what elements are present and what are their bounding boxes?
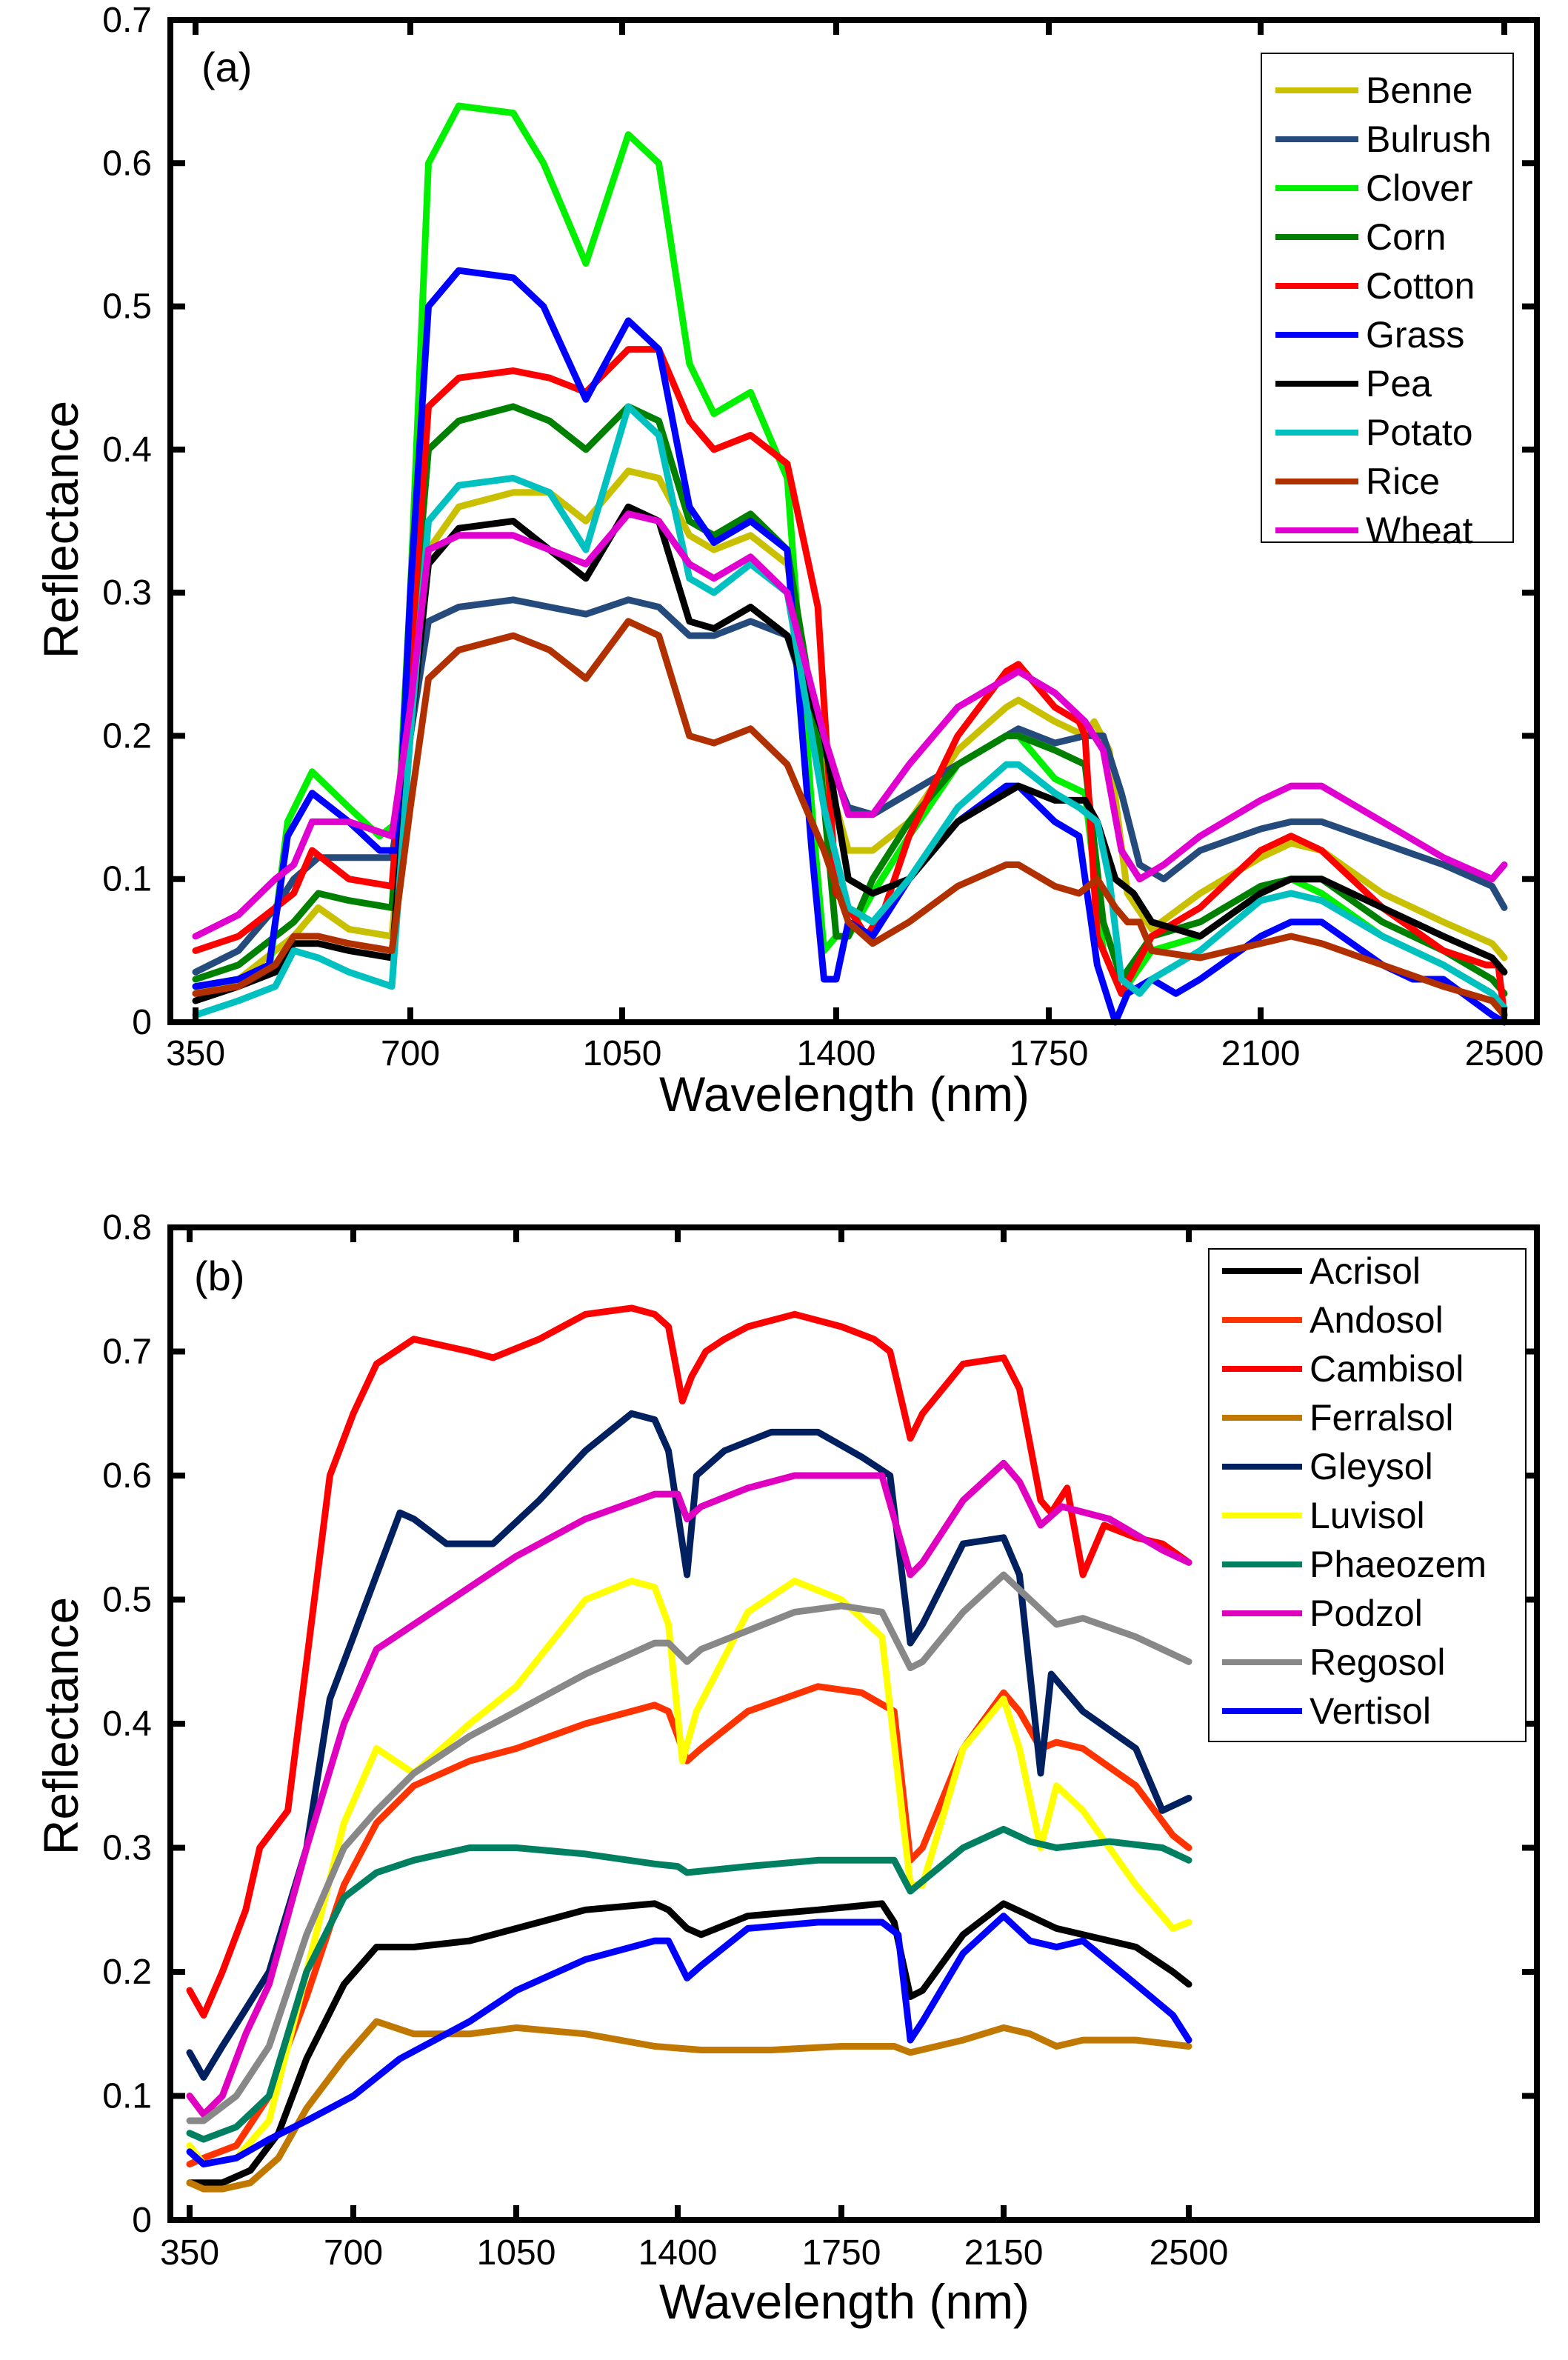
y-tick-label: 0.3 <box>102 1829 152 1868</box>
y-tick-label: 0.1 <box>102 2077 152 2116</box>
y-tick-label: 0.6 <box>102 144 152 183</box>
series-line-vertisol <box>186 1913 1192 2168</box>
x-tick-label: 1400 <box>638 2233 718 2273</box>
y-tick-label: 0.2 <box>102 716 152 756</box>
x-tick-label: 2500 <box>1465 1034 1544 1073</box>
series-group <box>186 1304 1192 2193</box>
x-axis-title: Wavelength (nm) <box>659 2274 1030 2329</box>
legend: Benne Bulrush Clover Corn Cotton Grass Pea Pota… <box>1261 53 1514 551</box>
panel-label: (a) <box>201 44 252 90</box>
tick-marks: 350 700 1050 1400 1750 2100 2500 0 0.1 0.2 0.3 0.4 0… <box>102 1 1544 1073</box>
legend-label: Pea <box>1366 363 1432 404</box>
y-tick-label: 0.7 <box>102 1333 152 1372</box>
x-tick-label: 2150 <box>964 2233 1044 2273</box>
series-group <box>192 102 1508 1026</box>
legend-label: Clover <box>1366 167 1472 209</box>
legend-label: Cotton <box>1366 265 1475 307</box>
legend-label: Cambisol <box>1310 1348 1464 1390</box>
legend-box <box>1261 53 1514 543</box>
series-line-luvisol <box>186 1577 1192 2168</box>
y-tick-label: 0 <box>132 2201 152 2240</box>
legend-label: Regosol <box>1310 1641 1445 1683</box>
y-tick-label: 0.8 <box>102 1208 152 1247</box>
panel-label: (b) <box>194 1253 244 1299</box>
series-line-gleysol <box>186 1410 1192 2081</box>
legend-label: Wheat <box>1366 510 1473 551</box>
y-tick-label: 0.1 <box>102 860 152 899</box>
x-tick-label: 350 <box>166 1034 225 1073</box>
y-tick-label: 0.2 <box>102 1953 152 1992</box>
panel-b: 350 700 1050 1400 1750 2150 2500 0 0.1 0.2 0.3 0.4 0… <box>33 1208 1540 2329</box>
x-tick-label: 2500 <box>1150 2233 1229 2273</box>
legend-label: Bulrush <box>1366 119 1492 160</box>
legend-label: Potato <box>1366 412 1473 453</box>
legend-label: Acrisol <box>1310 1250 1421 1292</box>
x-tick-label: 350 <box>160 2233 219 2273</box>
x-tick-label: 700 <box>381 1034 440 1073</box>
series-line-podzol <box>186 1459 1192 2119</box>
series-line-rice <box>192 618 1508 1019</box>
y-axis-title: Reflectance <box>33 401 88 659</box>
legend-label: Podzol <box>1310 1593 1423 1634</box>
legend-label: Corn <box>1366 216 1446 258</box>
legend: Acrisol Andosol Cambisol Ferralsol Gleysol Lu… <box>1208 1248 1527 1742</box>
x-tick-label: 1750 <box>1010 1034 1089 1073</box>
x-axis-title: Wavelength (nm) <box>659 1067 1030 1121</box>
series-line-wheat <box>192 510 1508 940</box>
legend-label: Ferralsol <box>1310 1397 1453 1439</box>
legend-label: Luvisol <box>1310 1495 1425 1536</box>
series-line-potato <box>192 403 1508 1019</box>
series-line-cambisol <box>186 1304 1192 2019</box>
x-tick-label: 700 <box>324 2233 383 2273</box>
y-tick-label: 0.3 <box>102 573 152 613</box>
series-line-acrisol <box>186 1900 1192 2187</box>
plot-frame <box>167 17 1540 1025</box>
legend-label: Grass <box>1366 314 1464 356</box>
x-tick-label: 1750 <box>802 2233 881 2273</box>
y-tick-label: 0.4 <box>102 430 152 470</box>
y-tick-label: 0.5 <box>102 287 152 327</box>
y-tick-label: 0.4 <box>102 1704 152 1744</box>
x-tick-label: 2100 <box>1221 1034 1301 1073</box>
series-line-ferralsol <box>186 2018 1192 2193</box>
panel-a: 350 700 1050 1400 1750 2100 2500 0 0.1 0.2 0.3 0.4 0… <box>33 1 1544 1121</box>
y-tick-label: 0.7 <box>102 1 152 40</box>
y-tick-label: 0 <box>132 1003 152 1042</box>
legend-label: Rice <box>1366 461 1440 502</box>
legend-label: Benne <box>1366 70 1473 111</box>
y-tick-label: 0.6 <box>102 1456 152 1496</box>
legend-label: Vertisol <box>1310 1690 1431 1732</box>
legend-label: Andosol <box>1310 1299 1444 1341</box>
x-tick-label: 1400 <box>797 1034 876 1073</box>
series-line-regosol <box>186 1571 1192 2124</box>
y-tick-label: 0.5 <box>102 1581 152 1620</box>
x-tick-label: 1050 <box>477 2233 556 2273</box>
series-line-phaeozem <box>186 1825 1192 2143</box>
legend-label: Phaeozem <box>1310 1544 1487 1585</box>
x-tick-label: 1050 <box>583 1034 662 1073</box>
y-axis-title: Reflectance <box>33 1597 88 1856</box>
legend-label: Gleysol <box>1310 1446 1433 1487</box>
